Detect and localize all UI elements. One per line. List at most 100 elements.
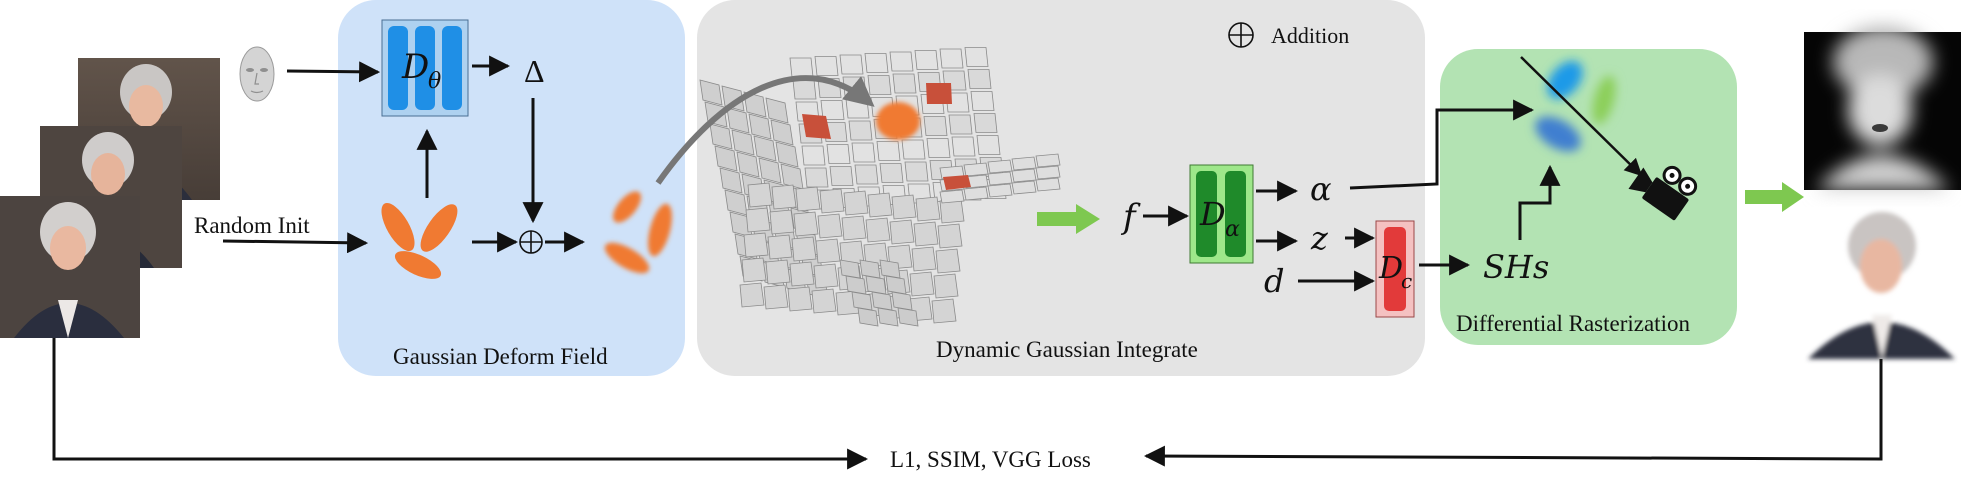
grid-tile (726, 107, 750, 134)
grid-tile (963, 186, 989, 201)
random-init-arrow (222, 232, 369, 254)
grid-tile (770, 119, 794, 146)
deformed-gaussians (604, 191, 672, 274)
grid-tile (1035, 165, 1061, 180)
grid-tile (791, 236, 817, 262)
grid-tile (826, 144, 851, 164)
grid-tile (743, 91, 767, 118)
shs-symbol: SHs (1483, 248, 1549, 286)
grid-tile (889, 219, 915, 245)
grid-tile (709, 123, 733, 150)
grid-tile (767, 234, 793, 260)
grid-tile (787, 286, 813, 312)
grid-tile (829, 166, 854, 186)
grid-tile (937, 223, 963, 249)
grid-tile (765, 97, 789, 124)
grid-tile (769, 209, 795, 235)
grid-tile (857, 307, 879, 327)
grid-tile (865, 217, 891, 243)
grid-tile (970, 91, 995, 111)
addition-icon (519, 230, 543, 254)
grid-tile (987, 183, 1013, 198)
output-to-loss-line (1143, 359, 1883, 467)
d-c-subscript: c (1401, 269, 1412, 293)
grid-tile (871, 291, 893, 311)
mesh-to-dtheta-arrow (286, 61, 381, 83)
addition-icon (1228, 22, 1254, 48)
face-mesh-icon (239, 46, 275, 102)
grid-tile (758, 157, 782, 184)
alpha-symbol: α (1310, 170, 1332, 208)
grid-tile (731, 129, 755, 156)
grid-tile (867, 75, 892, 95)
grid-tile (911, 246, 937, 272)
d-theta-subscript: θ (428, 69, 441, 94)
grid-tile (973, 113, 998, 133)
grid-tile (1035, 153, 1061, 168)
grid-tile (939, 189, 965, 204)
rasterized-gaussians (1535, 60, 1616, 152)
grid-tile (867, 192, 893, 218)
grid-tile (923, 116, 948, 136)
d-alpha-mlp: D α (1189, 164, 1254, 264)
grid-tile (931, 298, 957, 324)
grid-tile (848, 120, 873, 141)
grid-tile (891, 194, 917, 220)
grid-tile (748, 113, 772, 140)
grid-tile (714, 145, 738, 172)
grid-tile (793, 211, 819, 237)
camera-ray-arrow (1520, 56, 1643, 177)
d-theta-mlp: D θ (381, 19, 469, 117)
grid-tile (839, 259, 861, 279)
initial-gaussians (381, 202, 458, 279)
grid-tile (951, 136, 976, 157)
rendered-face-image (1804, 212, 1961, 359)
d-c-mlp: D c (1375, 220, 1415, 318)
grid-tile (889, 51, 914, 72)
alpha-to-raster-arrow (1349, 99, 1535, 190)
grid-tile (789, 261, 815, 287)
grid-tile (817, 213, 843, 239)
grid-tile (819, 188, 845, 214)
grid-tile (864, 53, 889, 73)
grid-tile (820, 100, 845, 120)
grid-tile (747, 182, 773, 208)
grid-tile (939, 48, 964, 69)
d-symbol: d (1264, 262, 1284, 300)
grid-tile (854, 164, 879, 185)
grid-tile (879, 163, 904, 183)
grid-tile (845, 275, 867, 295)
input-to-loss-line (52, 338, 869, 470)
face-photo-stack (0, 58, 220, 338)
grid-tile (775, 141, 799, 168)
grid-tile (865, 275, 887, 295)
grid-tile (945, 92, 970, 113)
grid-tile (948, 114, 973, 135)
depth-map-image (1804, 26, 1961, 190)
random-init-label: Random Init (194, 213, 310, 238)
grid-tile (765, 259, 791, 285)
grid-tile (814, 56, 839, 76)
grid-tile (801, 145, 826, 166)
grid-tile (987, 171, 1013, 186)
deformed-to-grid-arrow (655, 75, 875, 185)
grid-tile (815, 238, 841, 264)
grid-tile (909, 271, 935, 297)
addition-legend: Addition (1228, 22, 1349, 48)
d-theta-symbol: D (401, 47, 429, 87)
delta-symbol: Δ (524, 53, 545, 89)
grid-tile (1011, 168, 1037, 183)
grid-tile (841, 215, 867, 241)
z-symbol: z (1310, 219, 1329, 257)
grid-tile (795, 186, 821, 212)
integrate-panel-caption: Dynamic Gaussian Integrate (936, 337, 1198, 362)
loss-label: L1, SSIM, VGG Loss (890, 447, 1091, 472)
grid-tile (741, 257, 767, 283)
addition-legend-label: Addition (1271, 23, 1349, 48)
grid-tile (851, 291, 873, 311)
shs-to-raster-arrow (1518, 164, 1561, 240)
grid-tile (891, 291, 913, 311)
grid-tile (915, 196, 941, 222)
grid-tile (843, 190, 869, 216)
